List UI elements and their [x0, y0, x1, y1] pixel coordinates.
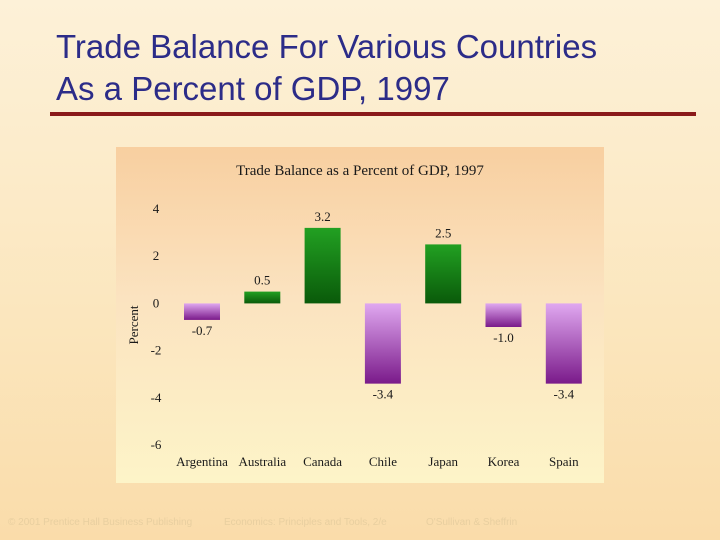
y-tick-label: -2: [151, 343, 162, 358]
y-tick-label: -4: [151, 390, 162, 405]
bar-australia: [244, 291, 281, 304]
title-underline: [50, 112, 696, 116]
category-label-chile: Chile: [369, 454, 397, 469]
category-label-australia: Australia: [238, 454, 286, 469]
value-label-canada: 3.2: [314, 209, 330, 224]
slide-title: Trade Balance For Various Countries As a…: [56, 26, 597, 110]
bar-argentina: [184, 303, 220, 320]
bar-japan: [425, 244, 462, 304]
category-label-argentina: Argentina: [176, 454, 228, 469]
footer-copyright: © 2001 Prentice Hall Business Publishing: [8, 517, 193, 528]
value-label-argentina: -0.7: [192, 323, 213, 338]
slide-title-line-1: Trade Balance For Various Countries: [56, 28, 598, 65]
value-label-spain: -3.4: [554, 387, 575, 402]
category-label-canada: Canada: [303, 454, 342, 469]
category-label-korea: Korea: [488, 454, 520, 469]
y-axis-label: Percent: [126, 305, 141, 344]
y-tick-label: 4: [153, 201, 160, 216]
category-label-spain: Spain: [549, 454, 579, 469]
bar-chile: [364, 303, 401, 384]
y-tick-label: 0: [153, 295, 160, 310]
chart-title: Trade Balance as a Percent of GDP, 1997: [236, 163, 484, 179]
y-tick-label: -6: [151, 437, 162, 452]
category-label-japan: Japan: [428, 454, 458, 469]
value-label-chile: -3.4: [373, 387, 394, 402]
footer-authors: O'Sullivan & Sheffrin: [426, 517, 518, 528]
bar-canada: [304, 227, 341, 304]
slide-title-line-2: As a Percent of GDP, 1997: [56, 70, 450, 107]
value-label-australia: 0.5: [254, 273, 270, 288]
value-label-japan: 2.5: [435, 225, 451, 240]
y-tick-label: 2: [153, 248, 160, 263]
bar-spain: [545, 303, 582, 384]
value-label-korea: -1.0: [493, 330, 514, 345]
footer-book: Economics: Principles and Tools, 2/e: [224, 517, 387, 528]
trade-balance-chart: Trade Balance as a Percent of GDP, 1997 …: [126, 163, 582, 469]
bar-korea: [485, 303, 522, 327]
chart-panel: Trade Balance as a Percent of GDP, 1997 …: [116, 147, 604, 483]
